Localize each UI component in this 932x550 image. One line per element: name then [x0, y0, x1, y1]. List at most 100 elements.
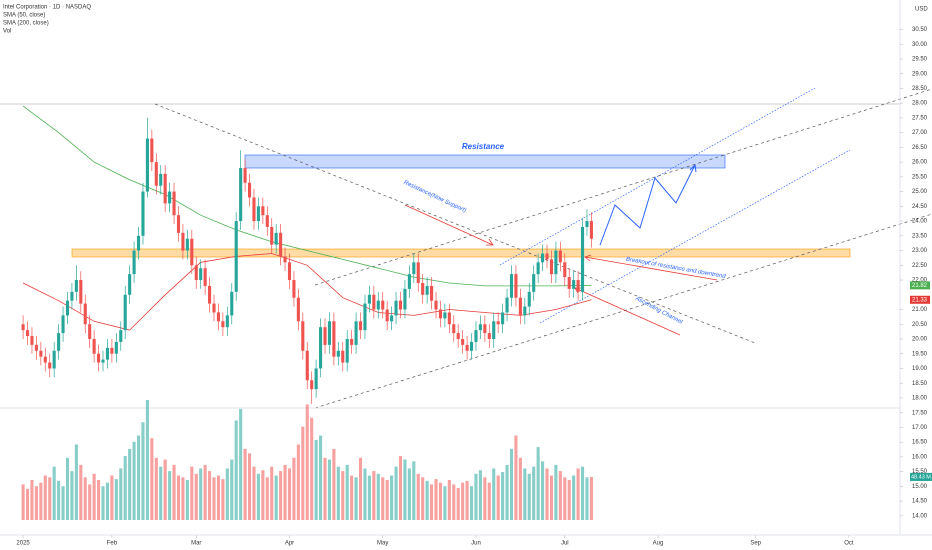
candle-body: [154, 162, 158, 186]
candle-body: [323, 327, 327, 345]
volume-bar: [549, 475, 554, 520]
candle-body: [319, 327, 323, 369]
arrow: [584, 256, 718, 281]
x-tick-label: 2025: [16, 541, 30, 547]
candle-body: [438, 309, 443, 319]
y-tick-label: 25.50: [912, 174, 928, 180]
volume-bar: [536, 447, 540, 520]
candle-body: [585, 221, 589, 227]
volume-bar: [580, 466, 585, 520]
y-tick-label: 21.00: [912, 307, 928, 313]
candle-body: [247, 182, 252, 198]
volume-bar: [119, 468, 123, 520]
price-tag-label: 21.82: [912, 283, 928, 289]
volume-bar: [168, 471, 172, 520]
candle-body: [509, 274, 514, 298]
candle-body: [181, 232, 185, 251]
candle-body: [279, 232, 283, 257]
y-tick-label: 24.50: [912, 204, 928, 210]
y-tick-label: 17.50: [912, 410, 928, 416]
candle-body: [265, 215, 269, 227]
volume-bar: [483, 477, 487, 520]
candle-body: [527, 291, 531, 307]
volume-bar: [354, 477, 358, 520]
candle-body: [310, 380, 314, 390]
volume-bar: [567, 480, 571, 520]
candle-body: [83, 303, 87, 325]
volume-bar: [61, 486, 65, 520]
volume-bar: [176, 475, 181, 520]
candle-body: [345, 338, 349, 363]
volume-bar: [358, 457, 363, 520]
candle-body: [21, 324, 25, 331]
volume-bar: [474, 473, 478, 520]
volume-bar: [274, 475, 278, 520]
y-tick-label: 19.50: [912, 351, 928, 357]
candle-body: [25, 330, 30, 337]
candle-body: [398, 300, 403, 310]
candle-body: [314, 368, 318, 390]
volume-bar: [43, 475, 47, 520]
candle-body: [92, 338, 96, 354]
annotation: Resistance: [462, 142, 505, 151]
support-zone: [71, 248, 851, 258]
candle-body: [61, 315, 65, 334]
volume-tag: [910, 472, 932, 481]
candle-body: [514, 274, 518, 298]
candle-body: [110, 347, 114, 354]
volume-bar: [527, 473, 531, 520]
volume-bar: [390, 475, 394, 520]
volume-bar: [425, 480, 429, 520]
price-tag-label: 21.33: [912, 297, 928, 303]
candle-body: [541, 253, 545, 263]
y-tick-label: 30.50: [912, 27, 928, 33]
volume-bar: [172, 464, 176, 520]
y-tick-label: 30.00: [912, 42, 928, 48]
candle-body: [274, 232, 278, 245]
candle-body: [536, 262, 540, 275]
volume-bar: [327, 459, 332, 520]
candle-body: [492, 321, 496, 339]
volume-bar: [145, 400, 149, 520]
volume-bar: [332, 448, 336, 520]
volume-bar: [30, 480, 34, 520]
volume-bar: [363, 468, 367, 520]
candle-body: [88, 324, 92, 339]
volume-bar: [83, 477, 87, 520]
volume-bar: [194, 473, 198, 520]
volume-bar: [434, 479, 438, 520]
volume-bar: [208, 471, 212, 520]
candle-body: [123, 294, 127, 331]
y-tick-label: 29.00: [912, 71, 928, 77]
candle-body: [469, 341, 474, 351]
y-tick-label: 20.00: [912, 337, 928, 343]
y-tick-label: 15.50: [912, 469, 928, 475]
volume-bar: [421, 477, 425, 520]
candle-body: [287, 262, 292, 281]
candle-body: [474, 330, 478, 342]
volume-bar: [132, 441, 136, 520]
volume-bar: [292, 457, 296, 520]
candle-body: [296, 297, 300, 322]
x-tick-label: Feb: [107, 541, 118, 547]
volume-bar: [150, 438, 154, 520]
volume-bar: [279, 471, 283, 520]
candle-body: [128, 274, 132, 295]
candle-body: [558, 250, 562, 263]
volume-bar: [532, 466, 536, 520]
candle-body: [381, 300, 385, 310]
volume-bar: [336, 466, 340, 520]
volume-bar: [403, 459, 407, 520]
candle-body: [176, 215, 181, 233]
volume-bar: [367, 475, 371, 520]
volume-bar: [25, 488, 30, 520]
candle-body: [350, 338, 354, 345]
candle-body: [305, 350, 309, 381]
candle-body: [403, 288, 407, 310]
volume-bar: [407, 468, 411, 520]
volume-bar: [92, 473, 96, 520]
candle-body: [425, 285, 429, 295]
indicator-label: SMA (50, close): [3, 13, 45, 19]
candle-body: [97, 353, 101, 363]
candle-body: [483, 324, 487, 334]
